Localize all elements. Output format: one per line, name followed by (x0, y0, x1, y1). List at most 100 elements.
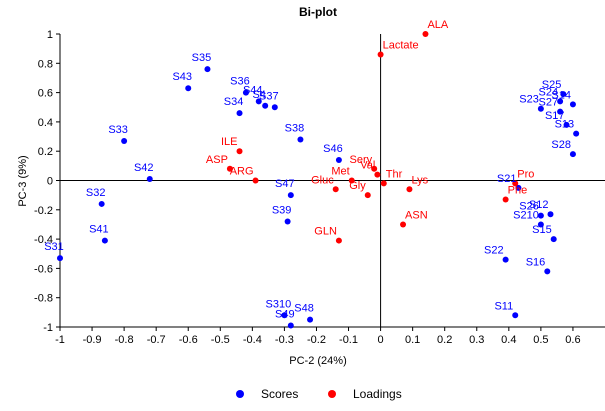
y-tick-label: 1 (47, 29, 53, 41)
legend-marker-scores (236, 390, 244, 398)
score-point (287, 192, 294, 199)
x-tick-label: 0.5 (533, 334, 548, 346)
score-point (236, 110, 243, 117)
score-point (569, 101, 576, 108)
score-point (287, 322, 294, 329)
score-label: S42 (134, 162, 154, 174)
score-point (557, 98, 564, 105)
loading-label: ASP (206, 154, 228, 166)
score-label: S22 (484, 245, 504, 257)
loading-label: Met (331, 166, 349, 178)
loading-label: Lactate (383, 40, 419, 52)
score-point (560, 91, 567, 98)
x-tick-label: 0 (378, 334, 384, 346)
y-tick-label: -0.4 (34, 234, 53, 246)
loading-label: Lys (411, 174, 428, 186)
score-point (146, 176, 153, 183)
x-tick-label: -0.8 (115, 334, 134, 346)
x-tick-label: -0.3 (275, 334, 294, 346)
score-label: S4 (252, 89, 265, 101)
loading-point (380, 180, 387, 187)
score-label: S310 (266, 298, 292, 310)
legend-marker-loadings (328, 390, 336, 398)
loading-point (252, 177, 259, 184)
loading-point (422, 31, 429, 37)
loading-point (236, 148, 243, 155)
score-label: S13 (555, 119, 575, 131)
score-label: S39 (272, 205, 292, 217)
score-label: S26 (519, 201, 539, 213)
y-tick-label: 0.6 (38, 88, 53, 100)
score-label: S33 (108, 124, 128, 136)
score-point (547, 211, 554, 218)
score-point (255, 98, 262, 105)
loading-point (502, 196, 509, 203)
score-label: S38 (285, 122, 305, 134)
loading-point (512, 180, 519, 187)
score-label: S210 (513, 209, 539, 221)
y-tick-label: -0.8 (34, 293, 53, 305)
score-point (57, 255, 63, 262)
loading-point (226, 165, 233, 172)
score-label: S15 (532, 224, 552, 236)
score-point (262, 102, 269, 109)
score-point (98, 200, 105, 207)
score-label: S34 (224, 96, 244, 108)
score-point (335, 156, 342, 163)
y-axis-title: PC-3 (9%) (17, 155, 29, 206)
score-point (557, 108, 564, 115)
score-point (569, 151, 576, 158)
legend: Scores Loadings (236, 387, 402, 401)
y-tick-label: 0 (47, 176, 53, 188)
score-label: S14 (551, 89, 571, 101)
score-label: S12 (529, 199, 549, 211)
x-tick-label: -0.1 (339, 334, 358, 346)
loading-label: Sery (350, 154, 373, 166)
score-label: S48 (294, 303, 314, 315)
score-point (544, 268, 551, 275)
legend-label-loadings: Loadings (353, 387, 402, 401)
score-label: S37 (259, 90, 279, 102)
loading-label: ASN (405, 209, 428, 221)
score-point (502, 256, 509, 263)
loading-point (377, 51, 384, 58)
score-point (307, 316, 314, 323)
score-point (550, 236, 557, 243)
x-tick-label: 0.1 (405, 334, 420, 346)
x-tick-label: -0.4 (243, 334, 262, 346)
score-label: S21 (497, 173, 517, 185)
score-point (297, 136, 304, 143)
score-point (512, 312, 519, 319)
x-tick-label: 0.2 (437, 334, 452, 346)
ticks-layer: -1 -0.9 -0.8 -0.7 -0.6 -0.5 -0.4 -0.3 -0.2 -0.1 0 0… (34, 29, 581, 346)
y-tick-label: -0.6 (34, 263, 53, 275)
loading-label: ARG (230, 166, 254, 178)
score-point (185, 85, 192, 92)
loading-point (348, 177, 355, 184)
loading-label: Phe (508, 185, 528, 197)
score-label: S31 (44, 241, 64, 253)
legend-label-scores: Scores (261, 387, 298, 401)
score-point (563, 121, 570, 128)
y-tick-label: 0.4 (38, 117, 53, 129)
loading-label: Gluc (311, 174, 334, 186)
score-point (537, 212, 544, 219)
score-label: S17 (545, 110, 565, 122)
loading-label: ALA (427, 19, 448, 31)
score-point (204, 66, 211, 73)
loading-label: Gly (349, 180, 366, 192)
score-point (284, 218, 291, 225)
chart-title: Bi-plot (299, 5, 337, 19)
x-tick-label: -1 (55, 334, 65, 346)
score-label: S35 (192, 52, 212, 64)
loading-point (335, 237, 342, 244)
x-tick-label: 0.3 (469, 334, 484, 346)
score-label: S43 (172, 71, 192, 83)
score-point (537, 105, 544, 112)
score-point (537, 221, 544, 228)
loading-point (364, 192, 371, 199)
score-label: S32 (86, 187, 106, 199)
loading-label: Pro (517, 168, 534, 180)
